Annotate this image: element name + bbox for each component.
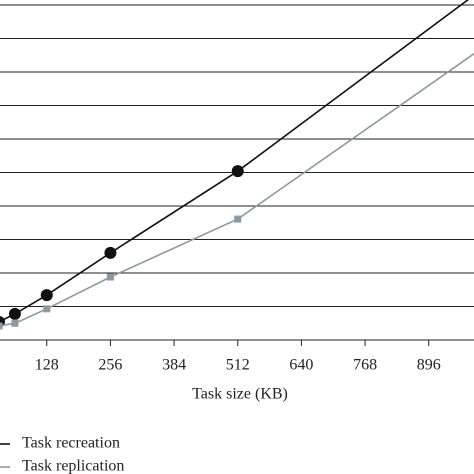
point xyxy=(8,307,21,320)
legend: Task recreation Task replication xyxy=(0,435,124,474)
plot-area xyxy=(0,0,474,330)
series-line xyxy=(0,0,470,323)
point xyxy=(234,215,242,223)
x-axis: 128 256 384 512 640 768 896 xyxy=(35,340,441,374)
x-tick-label: 128 xyxy=(35,357,59,374)
x-tick-label: 768 xyxy=(353,357,377,374)
x-tick-label: 896 xyxy=(417,357,441,374)
point xyxy=(231,165,244,178)
point xyxy=(40,289,53,302)
legend-label: Task replication xyxy=(22,458,124,474)
x-tick-label: 384 xyxy=(162,357,186,374)
point xyxy=(43,305,51,313)
x-tick-label: 512 xyxy=(226,357,250,374)
legend-label: Task recreation xyxy=(22,435,120,452)
point xyxy=(0,322,3,330)
series-line xyxy=(0,52,474,327)
point xyxy=(11,319,19,327)
point xyxy=(106,273,114,281)
x-axis-label: Task size (KB) xyxy=(192,386,288,403)
point xyxy=(104,246,117,259)
x-tick-label: 256 xyxy=(98,357,122,374)
x-tick-label: 640 xyxy=(289,357,313,374)
